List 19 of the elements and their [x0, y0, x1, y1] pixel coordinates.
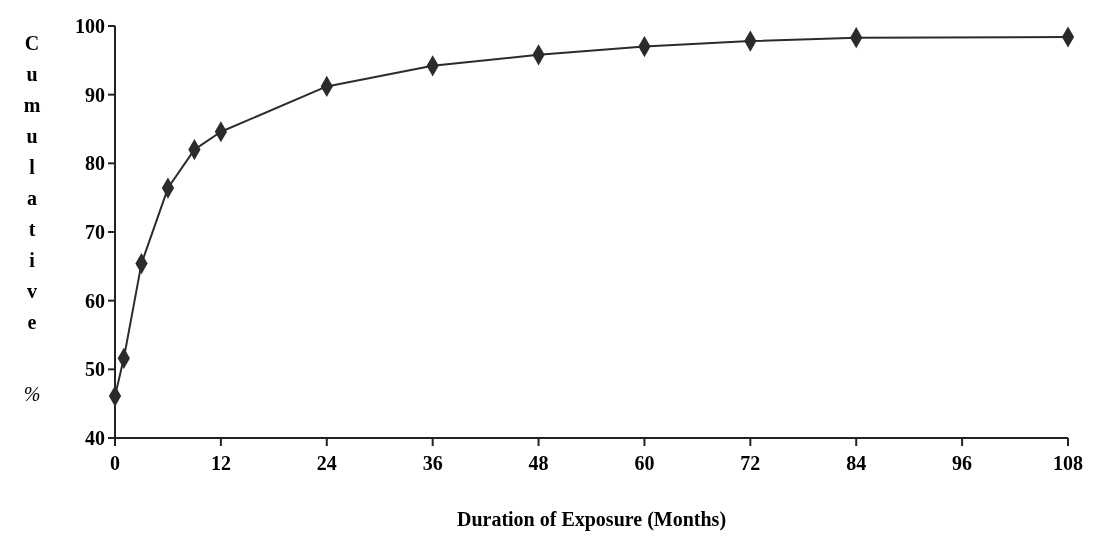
y-tick-label: 50: [85, 358, 105, 381]
x-tick-label: 24: [316, 452, 337, 474]
x-tick-label: 0: [110, 452, 120, 474]
x-tick-label: 36: [422, 452, 443, 474]
text: Cumulative %: [23, 32, 41, 405]
y-tick-label: 100: [75, 15, 105, 37]
y-tick-label: 80: [85, 152, 105, 175]
x-tick-label: 12: [210, 452, 231, 474]
y-tick-label: 60: [85, 289, 105, 312]
y-tick-label: 70: [85, 221, 105, 243]
y-tick-label: 40: [85, 427, 105, 449]
y-tick-label: 90: [85, 83, 105, 106]
x-tick-label: 84: [846, 452, 867, 474]
x-tick-label: 72: [740, 452, 761, 474]
x-tick-label: 60: [634, 452, 655, 474]
x-tick-label: 108: [1053, 452, 1083, 474]
x-axis-title: Duration of Exposure (Months): [456, 508, 727, 531]
x-tick-label: 48: [528, 452, 549, 474]
x-tick-label: 96: [952, 452, 973, 474]
